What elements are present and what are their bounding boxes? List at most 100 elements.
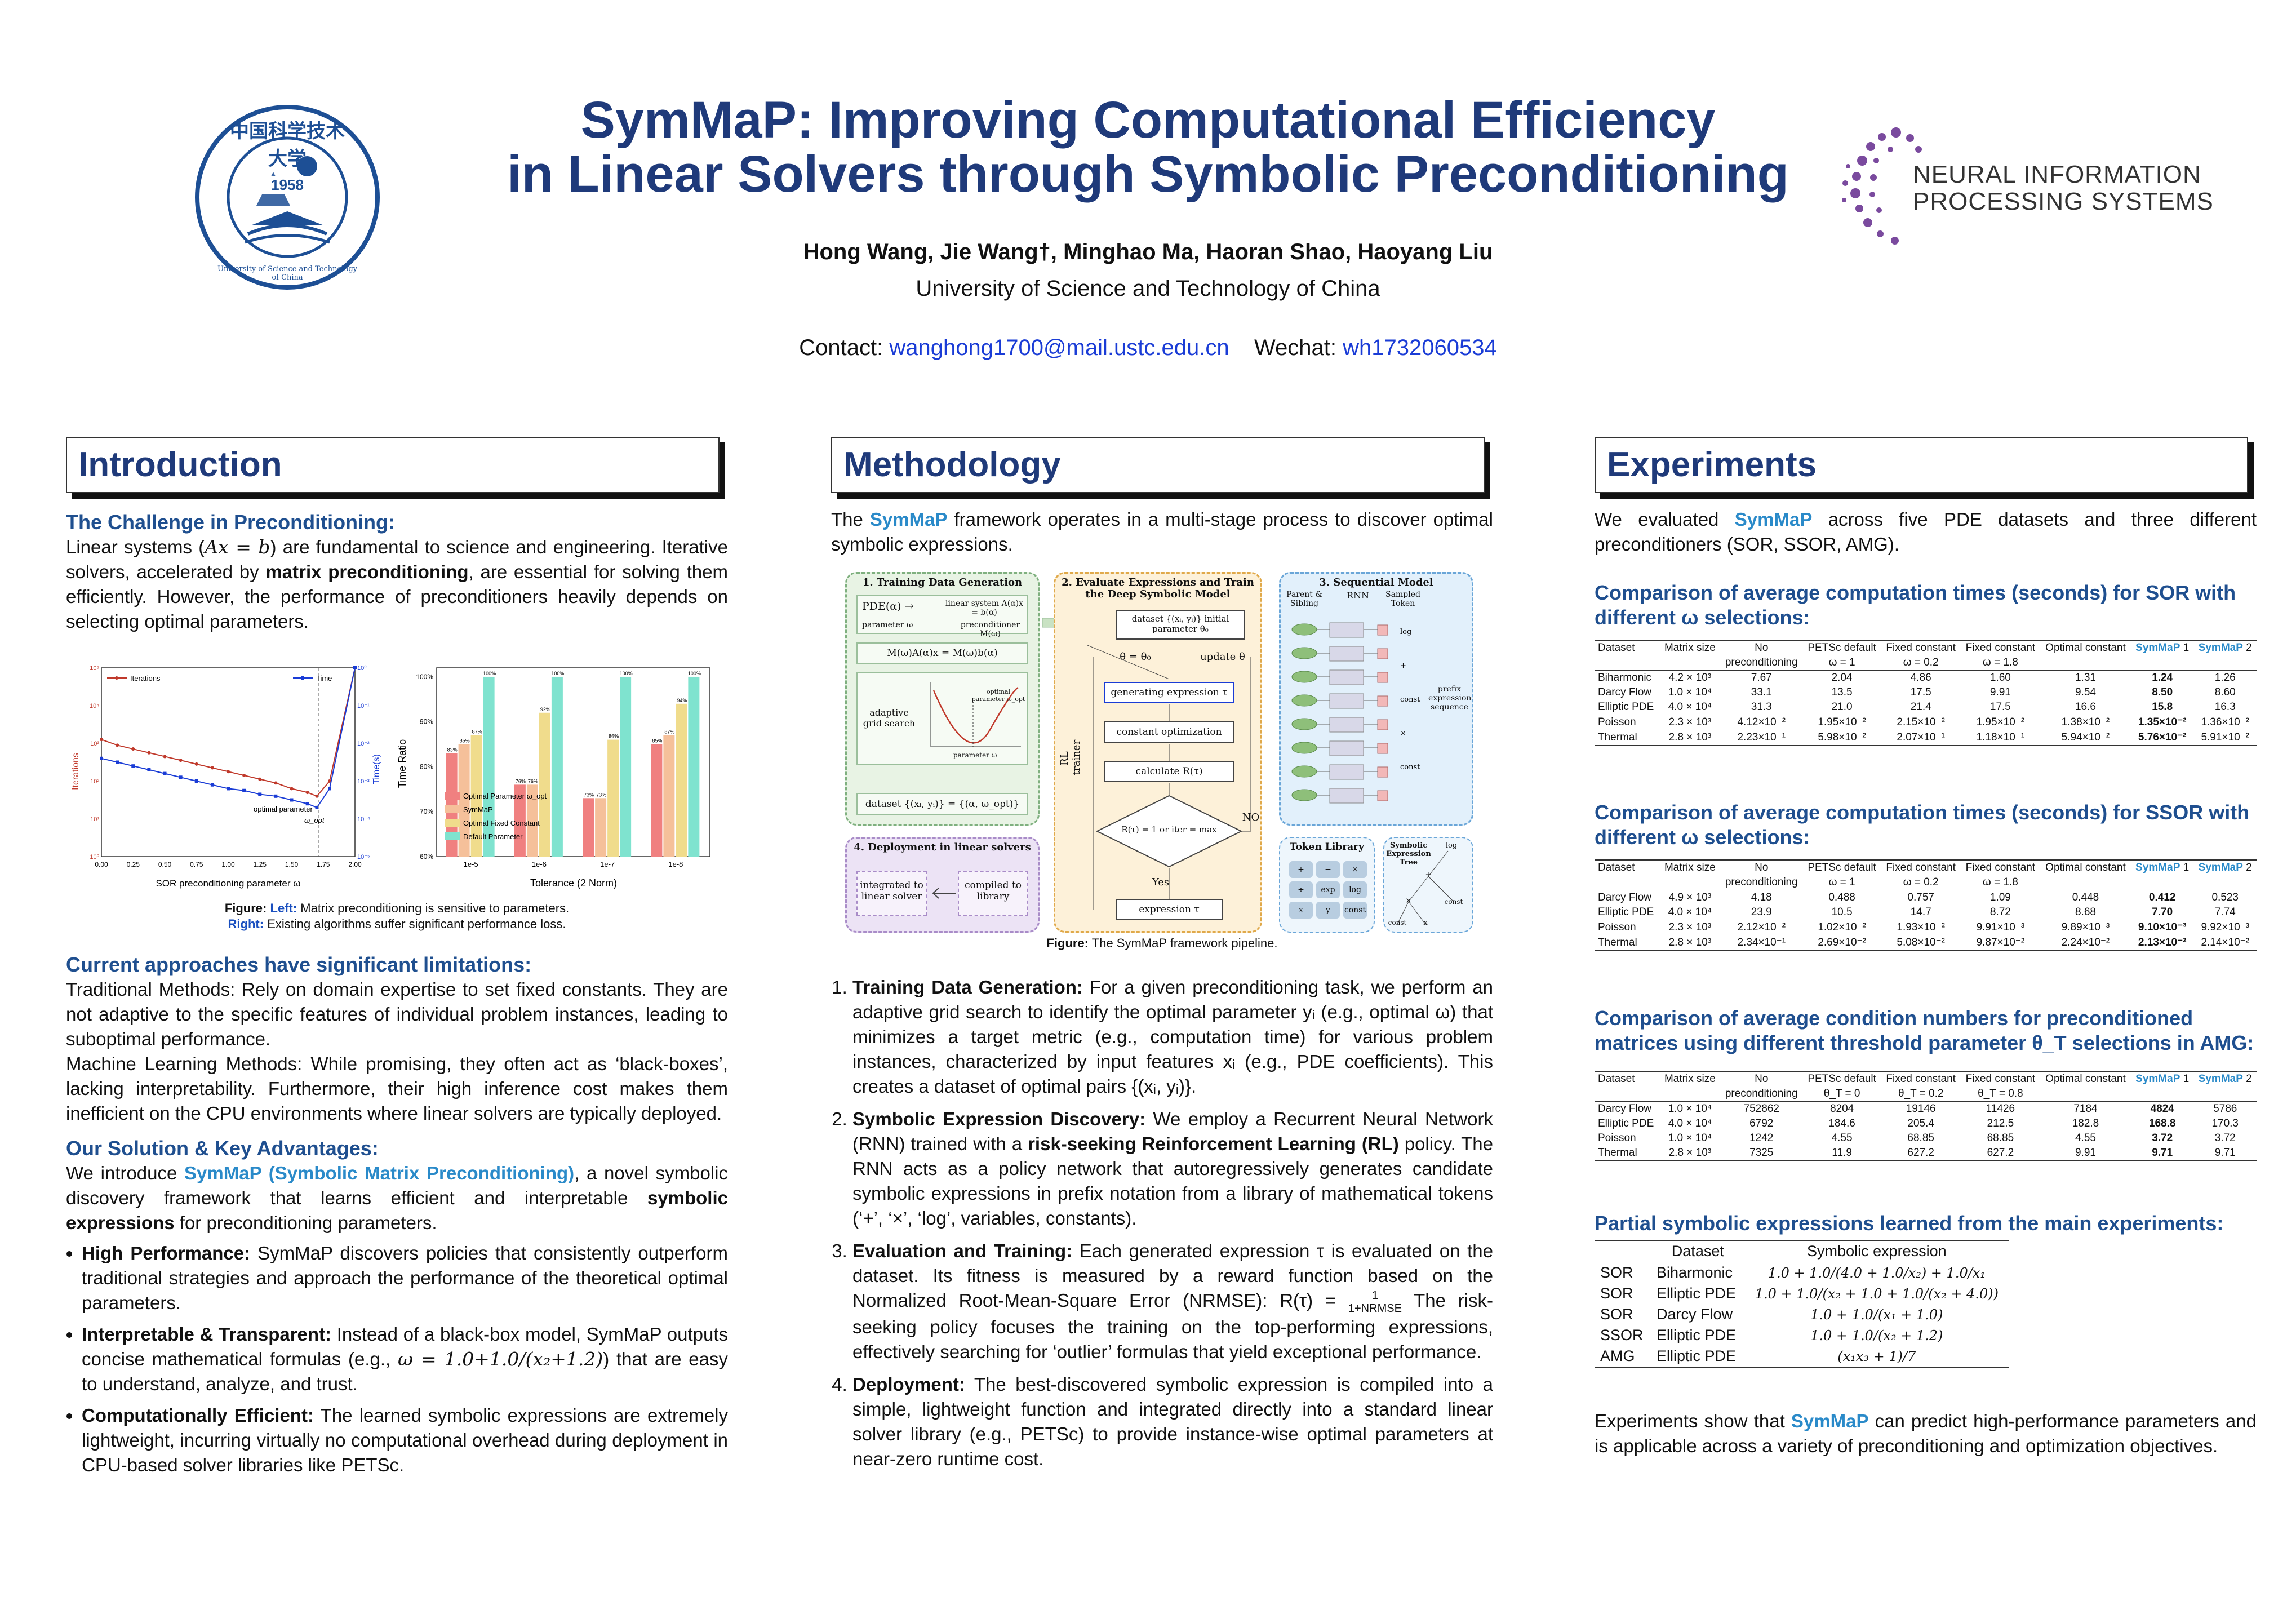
header-sub: ω = 0.2: [1881, 655, 1961, 671]
table-cell: 4.0 × 10⁴: [1668, 906, 1712, 918]
rnn-token: +: [1400, 662, 1406, 670]
line-point: [163, 755, 167, 759]
b5-node-const2: const: [1388, 919, 1407, 926]
line-ytick-right: 10⁻¹: [357, 703, 370, 709]
bar: [620, 676, 632, 857]
line-xtick: 1.75: [317, 861, 330, 868]
table-cell: 1.0 × 10⁴: [1668, 1132, 1712, 1144]
b5-title: Symbolic Expression Tree: [1386, 841, 1431, 867]
intro-caption-fig: Figure:: [224, 901, 267, 915]
expr-dataset: Biharmonic: [1656, 1264, 1733, 1281]
b5-node-plus: +: [1425, 871, 1432, 879]
method-caption-text: The SymMaP framework pipeline.: [1091, 936, 1278, 950]
bar: [607, 739, 619, 857]
table-cell: 2.07×10⁻¹: [1881, 730, 1961, 746]
table-cell: 1.38×10⁻²: [2061, 716, 2110, 728]
concl-b: can predict high-performance parameters …: [1595, 1411, 2257, 1456]
table-cell: 4.9 × 10³: [1668, 892, 1712, 903]
rnn-input: [1291, 694, 1317, 707]
header-fixed: Fixed constant: [1960, 1071, 2040, 1087]
header-precond: preconditioning: [1720, 655, 1803, 671]
line-point: [194, 779, 198, 783]
exp-intro: We evaluated SymMaP across five PDE data…: [1595, 507, 2257, 557]
line-point: [305, 802, 309, 806]
bar-label: 87%: [472, 729, 482, 735]
table3-title: Comparison of average condition numbers …: [1595, 1006, 2254, 1054]
header-sub: θ_T = 0: [1802, 1087, 1881, 1102]
concl-accent: SymMaP: [1791, 1411, 1869, 1431]
table-cell: 5.94×10⁻²: [2040, 730, 2131, 746]
advantage-item: High Performance: SymMaP discovers polic…: [82, 1241, 728, 1315]
b2-update: update θ: [1200, 651, 1245, 663]
bar-label: 76%: [516, 778, 526, 784]
header-blank: [2040, 655, 2131, 671]
rnn-token: log: [1400, 628, 1411, 636]
email-link[interactable]: wanghong1700@mail.ustc.edu.cn: [889, 335, 1229, 360]
expr-precond: SOR: [1600, 1285, 1633, 1302]
frac-den: 1+NRMSE: [1348, 1302, 1402, 1315]
table-cell: 9.87×10⁻²: [1960, 935, 2040, 951]
rnn-cell: [1329, 622, 1364, 638]
line-point: [163, 771, 167, 775]
method-figure-caption: Figure: The SymMaP framework pipeline.: [831, 935, 1493, 951]
line-point: [305, 791, 309, 795]
table-cell: 627.2: [1881, 1146, 1961, 1161]
exp-intro-b: across five PDE datasets and three diffe…: [1595, 509, 2257, 555]
method-step: Deployment: The best-discovered symbolic…: [852, 1372, 1493, 1471]
bar-label: 73%: [584, 792, 594, 797]
header-optimal: Optimal constant: [2040, 859, 2131, 875]
table-cell: 627.2: [1960, 1146, 2040, 1161]
table-cell: 11426: [1986, 1103, 2015, 1115]
line-ytick-right: 10⁻²: [357, 740, 370, 747]
header-sub: ω = 1: [1802, 875, 1881, 890]
method-step: Symbolic Expression Discovery: We employ…: [852, 1107, 1493, 1231]
wechat-link[interactable]: wh1732060534: [1343, 335, 1497, 360]
legend-label: Optimal Fixed Constant: [463, 819, 540, 827]
table-cell: 2.69×10⁻²: [1802, 935, 1881, 951]
line-chart-ylabel: Iterations: [71, 753, 81, 790]
expr-precond: SOR: [1600, 1306, 1633, 1323]
table-cell: 4.2 × 10³: [1668, 672, 1712, 684]
line-point: [274, 781, 278, 785]
header-blank: [2130, 655, 2194, 671]
table-cell: Poisson: [1598, 716, 1636, 728]
table-cell: 4.86: [1910, 672, 1931, 684]
table-cell: 2.13×10⁻²: [2130, 935, 2194, 951]
advantage-head: Computationally Efficient:: [82, 1405, 314, 1426]
header-no: No: [1720, 1071, 1803, 1087]
line-point: [242, 788, 246, 792]
table2-title: Comparison of average computation times …: [1595, 801, 2250, 849]
title-line2: in Linear Solvers through Symbolic Preco…: [507, 145, 1789, 203]
b3-rnn: RNN: [1346, 590, 1370, 601]
table-cell: 13.5: [1831, 686, 1853, 698]
b1-linsys: linear system A(α)x = b(α): [945, 599, 1024, 617]
bar: [583, 798, 594, 857]
table-cell: 21.4: [1910, 701, 1931, 713]
table-row: Darcy Flow 1.0 × 10⁴ 752862 8204 19146 11426 7…: [1595, 1102, 2257, 1117]
legend-swatch: [445, 792, 460, 800]
b2-calc: calculate R(τ): [1104, 761, 1234, 782]
rnn-output: [1377, 695, 1388, 707]
bar-xtick: 1e-6: [532, 860, 547, 868]
header-matrix: Matrix size: [1659, 640, 1720, 655]
token-chip: −: [1316, 861, 1340, 878]
neurips-logo-icon: [1842, 127, 1922, 245]
b2-gen: generating expression τ: [1104, 682, 1234, 703]
expr-formula: 1.0 + 1.0/(x₂ + 1.0 + 1.0/(x₂ + 4.0)): [1755, 1285, 1999, 1302]
rnn-token: const: [1400, 763, 1420, 771]
b5-node-x: x: [1423, 919, 1428, 927]
line-ytick-right: 10⁻³: [357, 778, 370, 785]
advantage-text-b: ) that are easy to understand, analyze, …: [82, 1349, 728, 1394]
header-symmap1: SymMaP 1: [2130, 1071, 2194, 1087]
b6-right: compiled to library: [958, 871, 1028, 916]
intro-caption-left-text: Matrix preconditioning is sensitive to p…: [300, 901, 570, 915]
line-ytick-right: 10⁻⁴: [357, 816, 370, 823]
b1-pde-box: PDE(α) → linear system A(α)x = b(α) para…: [856, 595, 1028, 638]
method-step-text-b: The risk-seeking policy focuses the trai…: [852, 1290, 1494, 1362]
poster-title: SymMaP: Improving Computational Efficien…: [0, 93, 2296, 201]
table-cell: 9.91: [2040, 1146, 2131, 1161]
rnn-input: [1291, 718, 1317, 730]
b2-flow-arrows: [1087, 645, 1251, 910]
table-cell: 8.72: [1989, 906, 2011, 918]
bar: [688, 676, 700, 857]
